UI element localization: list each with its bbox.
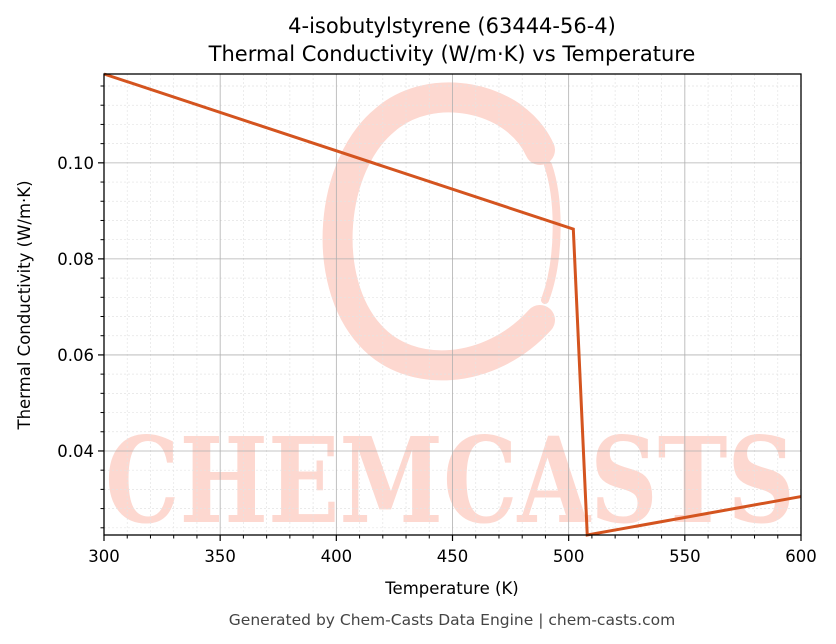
chart-title-line1: 4-isobutylstyrene (63444-56-4): [288, 14, 616, 38]
series-layer: [103, 72, 802, 537]
watermark: CHEMCASTS: [105, 82, 795, 550]
x-tick-label: 550: [669, 547, 701, 566]
y-tick-labels: 0.04 0.06 0.08 0.10: [57, 154, 94, 461]
y-axis-label: Thermal Conductivity (W/m·K): [15, 180, 34, 430]
x-axis-label: Temperature (K): [384, 579, 518, 598]
footer-text: Generated by Chem-Casts Data Engine | ch…: [229, 611, 675, 629]
y-tick-label: 0.04: [57, 442, 94, 461]
series-line: [103, 72, 802, 537]
y-tick-label: 0.06: [57, 346, 94, 365]
x-tick-label: 450: [437, 547, 469, 566]
chart-title-line2: Thermal Conductivity (W/m·K) vs Temperat…: [208, 42, 696, 66]
x-tick-label: 300: [88, 547, 120, 566]
x-tick-label: 400: [321, 547, 353, 566]
y-tick-label: 0.08: [57, 250, 94, 269]
watermark-logo: [322, 82, 561, 381]
x-tick-labels: 300 350 400 450 500 550 600: [88, 547, 817, 566]
ticks: [98, 85, 802, 541]
x-tick-label: 600: [785, 547, 817, 566]
y-tick-label: 0.10: [57, 154, 94, 173]
x-tick-label: 350: [204, 547, 236, 566]
x-tick-label: 500: [553, 547, 585, 566]
